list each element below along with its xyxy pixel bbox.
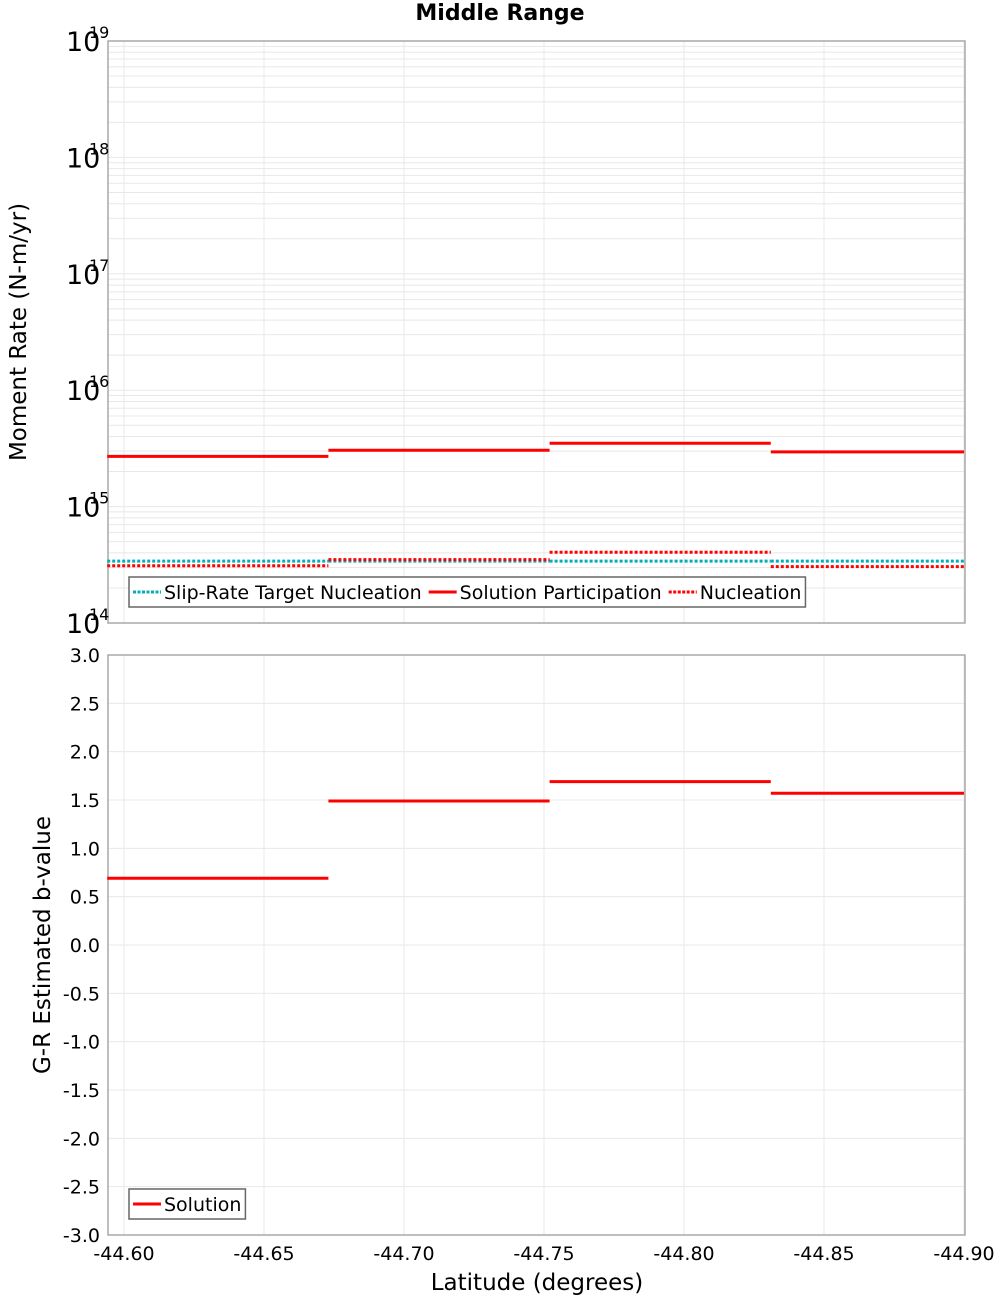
chart-title: Middle Range	[415, 1, 585, 26]
y-tick-label: 1.0	[70, 838, 100, 860]
legend: Slip-Rate Target Nucleation Solution Part…	[128, 576, 807, 608]
x-tick-label: -44.85	[793, 1243, 854, 1265]
svg-text:10: 10	[66, 609, 100, 640]
x-tick-label: -44.90	[933, 1243, 994, 1265]
legend-label: Solution	[164, 1194, 241, 1216]
svg-text:14: 14	[89, 605, 109, 624]
y-tick-label: 1.5	[70, 790, 100, 812]
y-tick-label: -2.5	[63, 1177, 100, 1199]
x-tick-label: -44.80	[653, 1243, 714, 1265]
y-tick-label: -1.5	[63, 1080, 100, 1102]
y-tick-label: 0.0	[70, 935, 100, 957]
svg-text:15: 15	[89, 489, 109, 508]
legend: Solution	[128, 1188, 247, 1220]
y-tick-label: -0.5	[63, 983, 100, 1005]
svg-text:17: 17	[89, 256, 109, 275]
svg-text:10: 10	[66, 493, 100, 524]
y-tick-label: 0.5	[70, 887, 100, 909]
y-tick-label: 3.0	[70, 645, 100, 667]
x-tick-label: -44.60	[93, 1243, 154, 1265]
y-tick-label: -2.0	[63, 1128, 100, 1150]
svg-text:10: 10	[66, 376, 100, 407]
y-tick-label: -3.0	[63, 1225, 100, 1247]
x-tick-label: -44.70	[373, 1243, 434, 1265]
svg-text:19: 19	[89, 23, 109, 42]
x-axis-label: Latitude (degrees)	[431, 1270, 644, 1296]
svg-text:10: 10	[66, 143, 100, 174]
svg-text:18: 18	[89, 139, 109, 158]
legend-label: Nucleation	[700, 582, 802, 604]
x-tick-label: -44.75	[513, 1243, 574, 1265]
legend-label: Solution Participation	[460, 582, 662, 604]
x-tick-label: -44.65	[233, 1243, 294, 1265]
y-tick-label: 2.5	[70, 693, 100, 715]
plot-frame	[107, 40, 966, 624]
y-axis-label: G-R Estimated b-value	[30, 816, 56, 1074]
svg-text:16: 16	[89, 372, 109, 391]
y-tick-label: -1.0	[63, 1032, 100, 1054]
svg-text:10: 10	[66, 27, 100, 58]
svg-text:10: 10	[66, 260, 100, 291]
plot-frame	[107, 654, 966, 1236]
y-axis-label: Moment Rate (N-m/yr)	[6, 203, 32, 461]
y-tick-label: 2.0	[70, 742, 100, 764]
legend-label: Slip-Rate Target Nucleation	[164, 582, 422, 604]
